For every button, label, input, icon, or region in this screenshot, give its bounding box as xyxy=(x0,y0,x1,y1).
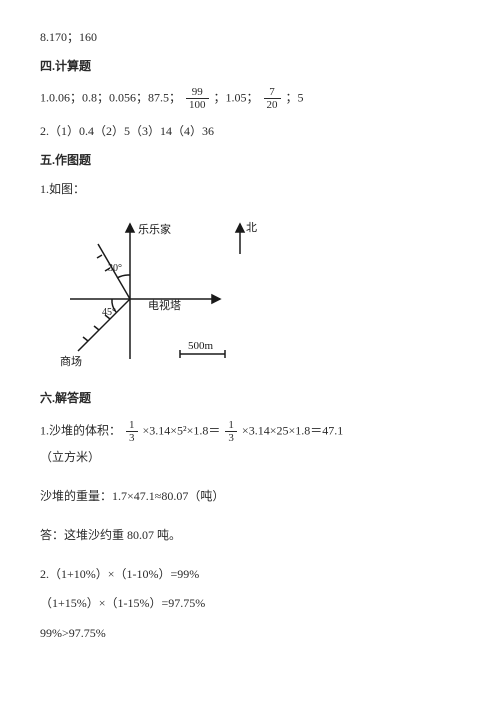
frac-den: 20 xyxy=(264,99,281,111)
frac-den: 100 xyxy=(186,99,209,111)
sec6-p5: （1+15%）×（1-15%）=97.75% xyxy=(40,594,460,613)
sec4-row1-mid: ；1.05； xyxy=(214,91,259,105)
fraction-1-3b: 1 3 xyxy=(225,419,237,444)
sec5-row1: 1.如图： xyxy=(40,180,460,199)
frac-num: 1 xyxy=(126,419,138,432)
sec4-row2: 2.（1）0.4（2）5（3）14（4）36 xyxy=(40,122,460,141)
label-lelejia: 乐乐家 xyxy=(138,222,171,236)
section-4-heading: 四.计算题 xyxy=(40,57,460,76)
sec6-p3: 答：这堆沙约重 80.07 吨。 xyxy=(40,526,460,545)
sec6-p6: 99%>97.75% xyxy=(40,624,460,643)
sec6-p4: 2.（1+10%）×（1-10%）=99% xyxy=(40,565,460,584)
section-5-heading: 五.作图题 xyxy=(40,151,460,170)
p1-pre: 1.沙堆的体积： xyxy=(40,423,121,437)
label-45deg: 45° xyxy=(102,307,116,318)
p1-mid2: ×3.14×25×1.8＝47.1 xyxy=(242,423,343,437)
frac-num: 7 xyxy=(264,86,281,99)
fraction-99-100: 99 100 xyxy=(186,86,209,111)
line-8-170: 8.170；160 xyxy=(40,28,460,47)
label-north: 北 xyxy=(246,221,257,234)
label-30deg: 30° xyxy=(108,263,122,274)
label-diantai: 电视塔 xyxy=(148,298,181,312)
fraction-1-3a: 1 3 xyxy=(126,419,138,444)
sec4-row1-tail: ；5 xyxy=(286,91,304,105)
direction-figure: 乐乐家 北 电视塔 商场 500m 30° 45° xyxy=(40,209,460,375)
section-6-heading: 六.解答题 xyxy=(40,389,460,408)
direction-svg: 乐乐家 北 电视塔 商场 500m 30° 45° xyxy=(40,209,270,369)
p1-unit: （立方米） xyxy=(40,448,460,467)
frac-num: 99 xyxy=(186,86,209,99)
label-scale: 500m xyxy=(188,340,214,352)
p1-mid1: ×3.14×5²×1.8＝ xyxy=(143,423,224,437)
frac-num: 1 xyxy=(225,419,237,432)
frac-den: 3 xyxy=(126,432,138,444)
sec4-row1-pre: 1.0.06；0.8；0.056；87.5； xyxy=(40,91,181,105)
sec6-p1: 1.沙堆的体积： 1 3 ×3.14×5²×1.8＝ 1 3 ×3.14×25×… xyxy=(40,419,460,444)
frac-den: 3 xyxy=(225,432,237,444)
sec4-row1: 1.0.06；0.8；0.056；87.5； 99 100 ；1.05； 7 2… xyxy=(40,86,460,111)
fraction-7-20: 7 20 xyxy=(264,86,281,111)
label-shangchang: 商场 xyxy=(60,354,82,368)
sec6-p2: 沙堆的重量：1.7×47.1≈80.07（吨） xyxy=(40,487,460,506)
